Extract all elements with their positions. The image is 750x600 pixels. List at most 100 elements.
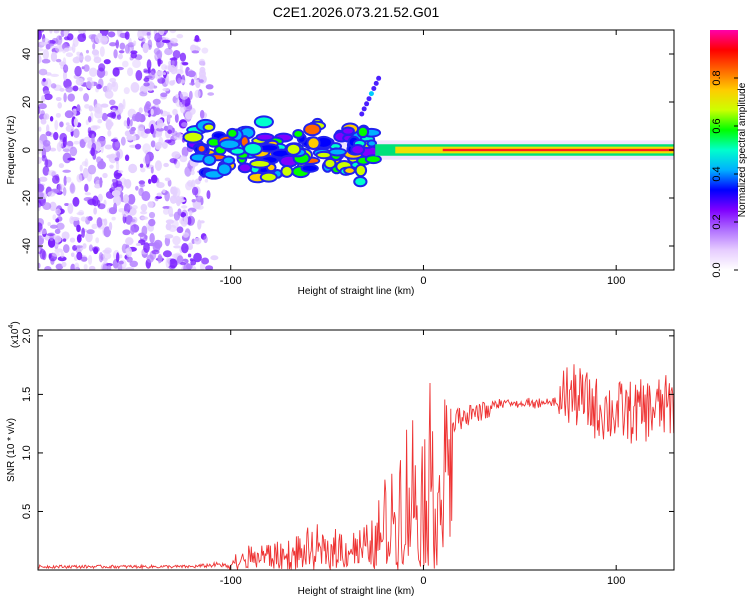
noise-speckle xyxy=(84,192,91,196)
noise-speckle xyxy=(39,30,44,33)
noise-speckle xyxy=(171,151,181,159)
svg-text:(x104): (x104) xyxy=(8,321,21,348)
noise-speckle xyxy=(57,102,63,109)
noise-speckle xyxy=(67,203,74,214)
noise-speckle xyxy=(180,211,187,218)
noise-speckle xyxy=(148,242,157,247)
streak-blob xyxy=(359,111,365,117)
noise-speckle xyxy=(162,189,166,194)
spectrogram-ylabel: Frequency (Hz) xyxy=(6,116,17,185)
noise-speckle xyxy=(162,208,170,215)
signal-blob xyxy=(184,132,202,142)
noise-speckle xyxy=(189,44,197,52)
snr-background xyxy=(38,330,674,570)
spectrogram-panel: -100 0 100 -40 -20 0 20 40 Height of straight l… xyxy=(6,29,675,297)
noise-speckle xyxy=(179,155,188,163)
noise-speckle xyxy=(181,62,189,66)
noise-speckle xyxy=(74,65,82,77)
noise-speckle xyxy=(143,82,150,87)
noise-speckle xyxy=(115,180,123,188)
noise-speckle xyxy=(168,206,174,218)
signal-blob xyxy=(198,145,205,152)
signal-blob xyxy=(241,128,254,138)
noise-speckle xyxy=(157,255,163,262)
noise-speckle xyxy=(144,112,149,117)
noise-speckle xyxy=(56,222,65,230)
noise-speckle xyxy=(54,208,61,215)
noise-speckle xyxy=(187,253,192,258)
noise-speckle xyxy=(124,31,130,40)
noise-speckle xyxy=(55,218,60,223)
noise-speckle xyxy=(165,222,172,231)
noise-speckle xyxy=(176,34,184,39)
signal-blob xyxy=(356,165,366,176)
noise-speckle xyxy=(38,262,41,269)
y-tick-label: 20 xyxy=(21,96,33,108)
noise-speckle xyxy=(69,216,75,225)
noise-speckle xyxy=(75,245,83,249)
noise-speckle xyxy=(94,34,103,44)
noise-speckle xyxy=(63,92,67,103)
noise-speckle xyxy=(206,190,211,200)
noise-speckle xyxy=(57,256,67,262)
noise-speckle xyxy=(164,177,171,182)
noise-speckle xyxy=(153,107,161,116)
noise-speckle xyxy=(185,181,193,191)
snr-frame xyxy=(37,329,675,571)
noise-speckle xyxy=(149,233,155,244)
noise-speckle xyxy=(76,104,81,113)
streak-blob xyxy=(366,96,372,102)
noise-speckle xyxy=(63,30,69,37)
noise-speckle xyxy=(173,245,182,249)
noise-speckle xyxy=(58,163,65,169)
noise-speckle xyxy=(117,263,123,270)
noise-speckle xyxy=(123,87,130,95)
noise-speckle xyxy=(60,251,65,259)
noise-speckle xyxy=(118,53,123,60)
noise-speckle xyxy=(135,185,139,191)
noise-speckle xyxy=(167,129,172,135)
noise-speckle xyxy=(72,37,79,48)
noise-speckle xyxy=(181,122,188,128)
noise-speckle xyxy=(172,235,181,246)
signal-blob xyxy=(358,127,368,137)
signal-blob xyxy=(272,150,290,157)
noise-speckle xyxy=(93,207,98,215)
noise-speckle xyxy=(104,144,113,150)
noise-speckle xyxy=(188,210,193,216)
noise-speckle xyxy=(140,167,146,173)
noise-speckle xyxy=(175,195,181,207)
noise-speckle xyxy=(124,130,131,137)
noise-speckle xyxy=(111,178,117,183)
noise-speckle xyxy=(64,202,70,207)
noise-speckle xyxy=(87,254,93,265)
noise-speckle xyxy=(161,39,171,43)
noise-speckle xyxy=(127,67,134,77)
noise-speckle xyxy=(88,67,98,77)
noise-speckle xyxy=(137,30,145,40)
noise-speckle xyxy=(67,157,76,161)
streak-blob xyxy=(361,106,367,112)
signal-blob xyxy=(231,148,244,154)
noise-speckle xyxy=(62,148,70,153)
noise-speckle xyxy=(97,160,107,170)
noise-speckle xyxy=(130,82,140,93)
noise-speckle xyxy=(147,201,154,208)
noise-speckle xyxy=(117,170,124,174)
noise-speckle xyxy=(77,33,87,42)
noise-speckle xyxy=(181,243,189,254)
noise-speckle xyxy=(172,108,178,116)
signal-blob xyxy=(239,164,251,172)
noise-speckle xyxy=(83,136,91,143)
noise-speckle xyxy=(51,252,61,257)
signal-blob xyxy=(208,139,220,146)
noise-speckle xyxy=(111,216,116,221)
snr-y-tick-label: 0.5 xyxy=(21,504,33,519)
snr-x-tick-label: 0 xyxy=(420,575,426,587)
noise-speckle xyxy=(45,124,50,133)
noise-speckle xyxy=(115,39,119,49)
noise-speckle xyxy=(179,91,189,100)
noise-speckle xyxy=(52,214,57,221)
noise-speckle xyxy=(65,122,70,126)
